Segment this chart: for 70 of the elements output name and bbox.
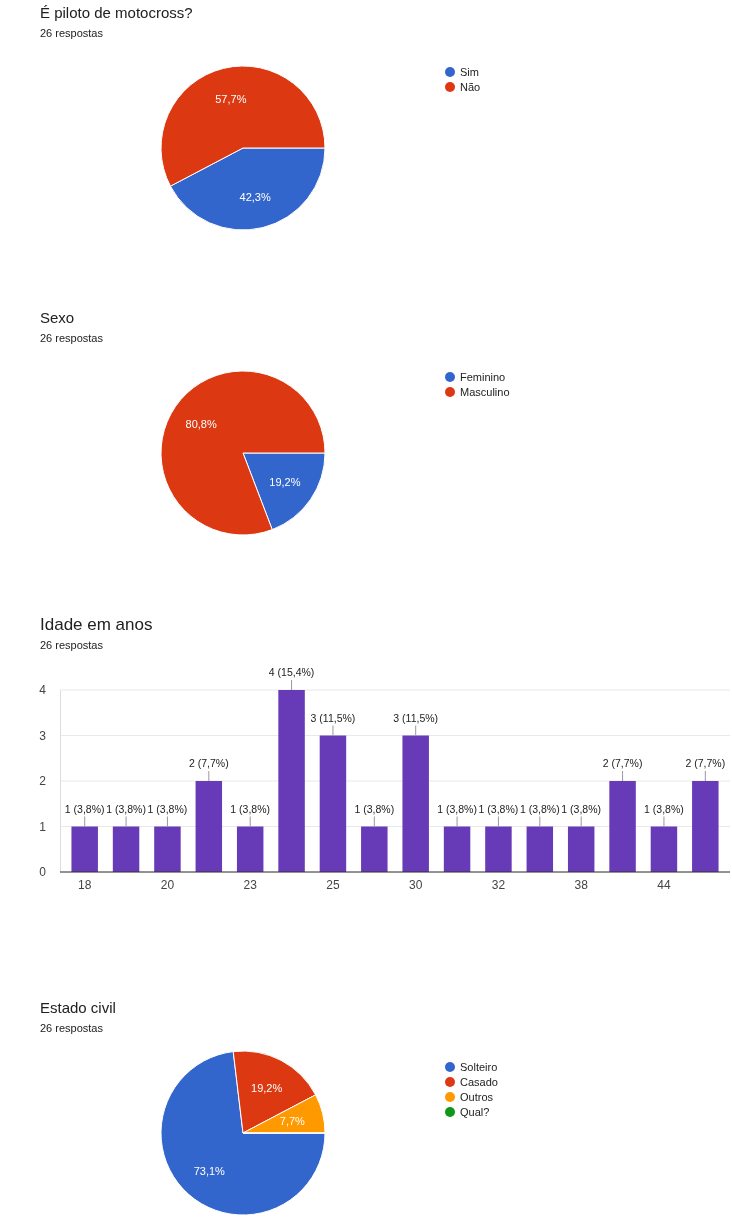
bar [319,735,347,872]
data-label: 2 (7,7%) [188,757,229,769]
data-label: 19,2% [269,475,301,488]
x-tick-label: 32 [491,877,506,892]
x-tick-label: 23 [243,877,258,892]
bar [154,826,181,872]
legend-label: Feminino [460,370,506,383]
legend-label: Qual? [460,1105,490,1118]
data-label: 2 (7,7%) [685,757,726,769]
bar [278,690,305,872]
data-label: 80,8% [185,418,217,431]
legend-label: Outros [460,1090,494,1103]
data-label: 3 (11,5%) [310,711,356,724]
y-tick-label: 0 [39,865,47,880]
data-label: 57,7% [215,92,247,105]
bar [71,826,98,872]
chart-title: Idade em anos [40,615,153,634]
text: 26 respostas [40,332,104,344]
bar [609,781,636,872]
bar [112,826,140,872]
bar [443,826,471,872]
data-label: 1 (3,8%) [354,802,395,815]
x-tick-label: 20 [160,877,175,892]
bar [567,826,595,872]
data-label: 1 (3,8%) [644,802,684,815]
x-tick-label: 18 [78,877,92,892]
data-label: 1 (3,8%) [478,802,519,815]
bar [236,826,264,872]
data-label: 1 (3,8%) [106,802,146,815]
data-label: 2 (7,7%) [602,757,643,769]
legend-label: Não [460,80,481,93]
x-tick-label: 38 [574,877,589,892]
pie-slice [160,1051,326,1216]
data-label: 7,7% [279,1114,306,1127]
data-label: 1 (3,8%) [437,802,477,815]
data-label: 19,2% [251,1081,283,1094]
data-label: 4 (15,4%) [268,666,315,678]
bar [195,781,223,872]
data-label: 1 (3,8%) [519,802,560,815]
legend-label: Masculino [460,385,510,398]
x-tick-label: 44 [657,877,671,892]
text: 26 respostas [40,1022,104,1034]
x-tick-label: 25 [326,877,340,892]
y-tick-label: 3 [39,728,47,743]
data-label: 1 (3,8%) [64,802,105,815]
chart-title: Sexo [40,309,75,326]
pie-slice [160,370,326,536]
bar [361,826,388,872]
bar [692,781,719,872]
text: 26 respostas [40,27,104,39]
x-tick-label: 30 [409,877,423,892]
legend-label: Solteiro [460,1060,498,1073]
data-label: 1 (3,8%) [561,802,602,815]
y-tick-label: 1 [39,819,47,834]
bar [650,826,678,872]
chart-title: Estado civil [40,999,116,1016]
chart-title: É piloto de motocross? [40,4,193,21]
bar [402,735,429,872]
chart-subtitle: 26 respostas [40,639,104,651]
y-tick-label: 2 [39,774,47,789]
data-label: 1 (3,8%) [230,802,271,815]
data-label: 73,1% [193,1164,226,1177]
bar [526,826,554,872]
legend-label: Casado [460,1075,498,1088]
data-label: 42,3% [239,191,271,204]
data-label: 1 (3,8%) [147,802,188,815]
y-tick-label: 4 [39,683,47,698]
bar [485,826,512,872]
legend-label: Sim [460,65,479,78]
data-label: 3 (11,5%) [393,711,439,724]
